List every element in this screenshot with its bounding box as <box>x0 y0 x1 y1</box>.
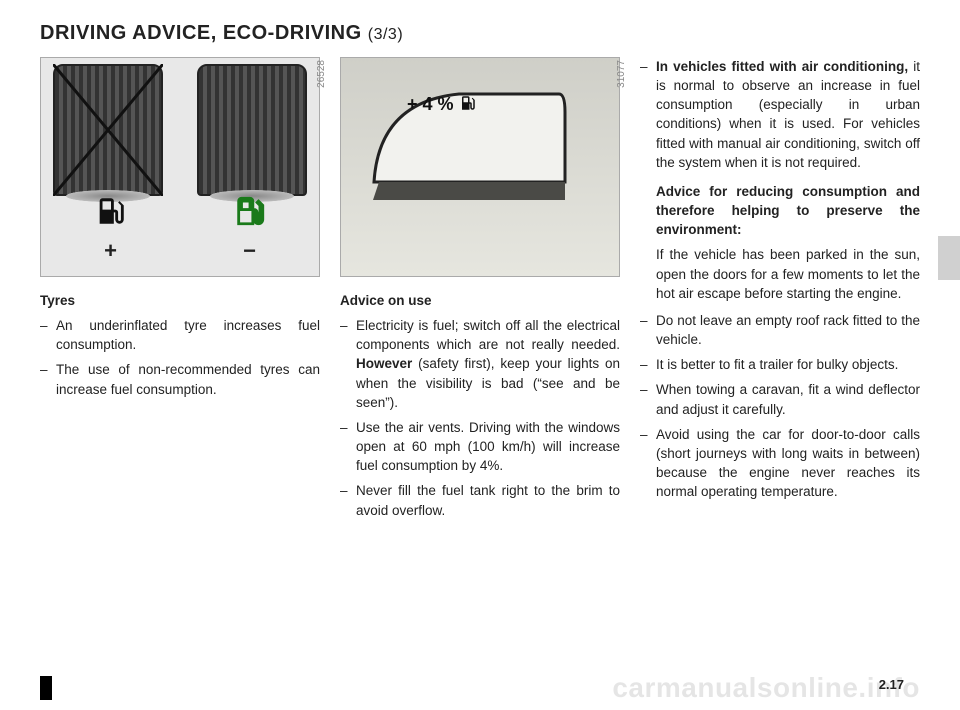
minus-sign: − <box>233 235 267 266</box>
content-columns: 26528 + − Tyres <box>40 57 920 526</box>
list-item: It is better to fit a trailer for bulky … <box>640 355 920 374</box>
advice-subhead: Advice for reducing consumption and ther… <box>656 182 920 239</box>
fuel-more: + <box>94 194 128 266</box>
advice-body: If the vehicle has been parked in the su… <box>656 245 920 302</box>
col3-list: Do not leave an empty roof rack fitted t… <box>640 311 920 501</box>
subhead-tyres: Tyres <box>40 291 320 310</box>
title-sub: (3/3) <box>368 26 403 43</box>
list-item: Do not leave an empty roof rack fitted t… <box>640 311 920 349</box>
section-tab <box>938 236 960 280</box>
list-item: The use of non-recommended tyres can inc… <box>40 360 320 398</box>
list-item: Use the air vents. Driving with the wind… <box>340 418 620 475</box>
figure-window: 31077 + 4 % <box>340 57 620 277</box>
list-item: Never fill the fuel tank right to the br… <box>340 481 620 519</box>
list-item: Electricity is fuel; switch off all the … <box>340 316 620 412</box>
cross-icon <box>53 64 163 196</box>
crop-mark-icon <box>40 676 52 700</box>
fuel-less: − <box>233 194 267 266</box>
column-2: 31077 + 4 % Advice on use Electricity is… <box>340 57 620 526</box>
advice-use-list: Electricity is fuel; switch off all the … <box>340 316 620 520</box>
figure-code: 31077 <box>615 60 629 88</box>
fuel-pump-icon <box>94 194 128 228</box>
tyre-good-icon <box>197 64 307 196</box>
column-3: In vehicles fitted with air conditioning… <box>640 57 920 526</box>
fuel-pump-icon <box>459 94 477 112</box>
manual-page: DRIVING ADVICE, ECO-DRIVING (3/3) 26528 … <box>0 0 960 710</box>
fuel-pump-icon <box>233 194 267 228</box>
plus-sign: + <box>94 235 128 266</box>
list-item: When towing a caravan, fit a wind deflec… <box>640 380 920 418</box>
list-item: In vehicles fitted with air conditioning… <box>640 57 920 172</box>
window-overlay-label: + 4 % <box>407 92 477 118</box>
figure-code: 26528 <box>315 60 329 88</box>
watermark: carmanualsonline.info <box>612 672 920 704</box>
column-1: 26528 + − Tyres <box>40 57 320 526</box>
fuel-indicator-row: + − <box>41 194 319 266</box>
page-title: DRIVING ADVICE, ECO-DRIVING (3/3) <box>40 22 920 45</box>
list-item: An underinflated tyre increases fuel con… <box>40 316 320 354</box>
page-number: 2.17 <box>879 677 904 692</box>
figure-tyres: 26528 + − <box>40 57 320 277</box>
list-item: Avoid using the car for door-to-door cal… <box>640 425 920 502</box>
subhead-advice-use: Advice on use <box>340 291 620 310</box>
tyres-list: An underinflated tyre increases fuel con… <box>40 316 320 399</box>
col3-lead-list: In vehicles fitted with air conditioning… <box>640 57 920 172</box>
title-main: DRIVING ADVICE, ECO-DRIVING <box>40 22 362 44</box>
